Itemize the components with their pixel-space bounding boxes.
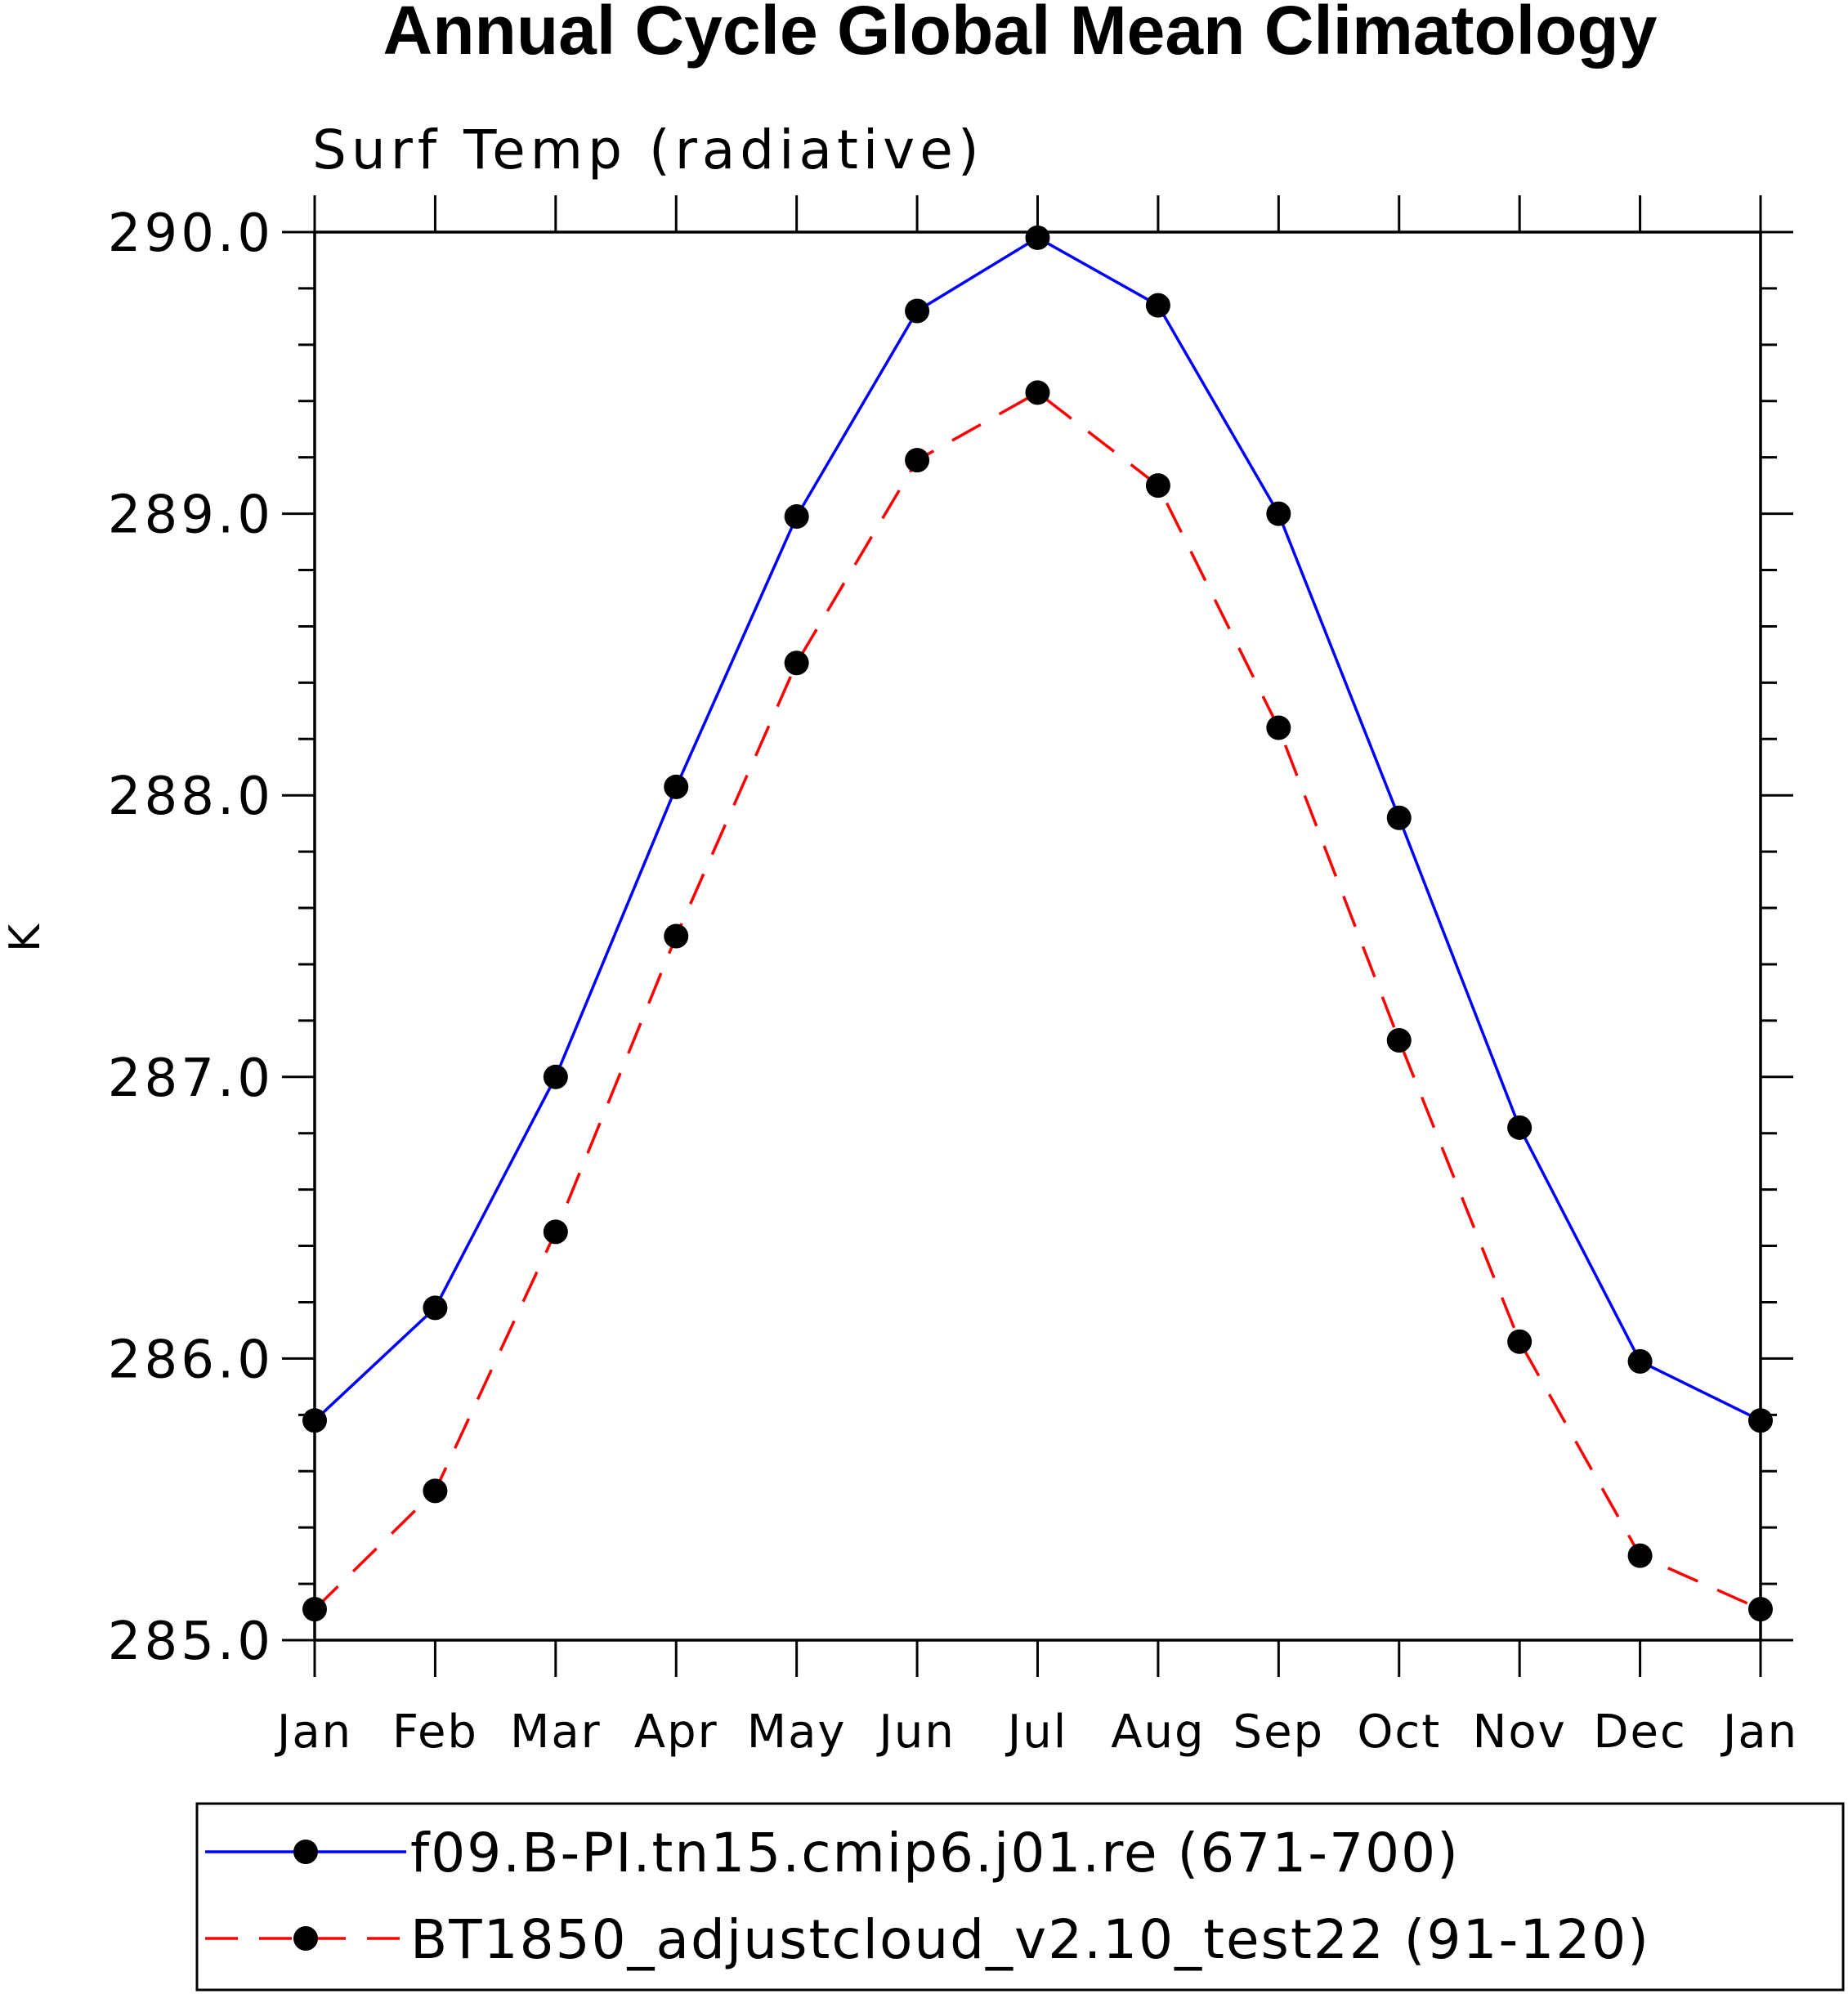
legend-marker-series-2 (293, 1926, 318, 1951)
series-1-point (1627, 1348, 1653, 1374)
y-tick-label: 287.0 (108, 1048, 274, 1109)
series-1-point (1507, 1115, 1533, 1140)
series-2-point (302, 1597, 327, 1622)
chart-title: Annual Cycle Global Mean Climatology (383, 0, 1658, 69)
series-1 (302, 225, 1773, 1433)
x-tick-label-jun: Jun (876, 1706, 955, 1759)
x-tick-label-may: May (747, 1706, 847, 1759)
series-layer (302, 225, 1773, 1622)
series-1-point (1386, 805, 1412, 830)
legend-label-series-1: f09.B-PI.tn15.cmip6.j01.re (671-700) (410, 1822, 1460, 1884)
x-tick-label-sep: Sep (1233, 1706, 1325, 1759)
series-1-point (1145, 293, 1170, 318)
legend-box (195, 1802, 1845, 1992)
legend-marker-series-1 (293, 1840, 318, 1864)
x-tick-label-dec: Dec (1593, 1706, 1686, 1759)
legend-label-series-2: BT1850_adjustcloud_v2.10_test22 (91-120) (410, 1908, 1650, 1971)
series-2-point (1025, 380, 1050, 405)
y-tick-label: 289.0 (108, 485, 274, 546)
x-tick-label-mar: Mar (510, 1706, 602, 1759)
series-1-point (543, 1064, 568, 1089)
series-2-point (664, 923, 689, 949)
x-tick-label-feb: Feb (392, 1706, 478, 1759)
series-2-point (784, 651, 809, 676)
plot-frame (313, 230, 1762, 1642)
x-tick-label-nov: Nov (1473, 1706, 1567, 1759)
series-1-point (905, 298, 930, 324)
series-1-point (664, 774, 689, 799)
series-2 (302, 380, 1773, 1622)
axes: 285.0 286.0 287.0 288.0 289.0 290.0 Jan Feb Mar A… (108, 195, 1798, 1759)
series-2-point (1507, 1329, 1533, 1354)
series-2-point (1266, 715, 1291, 740)
x-tick-label-jul: Jul (1005, 1706, 1068, 1759)
y-tick-label: 286.0 (108, 1330, 274, 1390)
x-tick-label-oct: Oct (1357, 1706, 1441, 1759)
x-tick-label-aug: Aug (1111, 1706, 1205, 1759)
chart-subtitle: Surf Temp (radiative) (312, 118, 984, 181)
y-tick-label: 285.0 (108, 1612, 274, 1672)
series-1-point (784, 504, 809, 530)
series-1-point (1025, 225, 1050, 250)
y-tick-label: 290.0 (108, 203, 274, 264)
series-2-point (905, 448, 930, 473)
series-1-line (313, 235, 1761, 1422)
x-tick-label-apr: Apr (634, 1706, 718, 1759)
series-1-point (423, 1295, 448, 1321)
series-2-point (1145, 473, 1170, 499)
series-2-point (423, 1478, 448, 1504)
series-2-point (543, 1219, 568, 1245)
series-1-point (1266, 501, 1291, 526)
series-2-point (1748, 1597, 1773, 1622)
legend: f09.B-PI.tn15.cmip6.j01.re (671-700) BT1… (195, 1802, 1845, 1992)
series-2-point (1627, 1543, 1653, 1568)
x-tick-label-jan: Jan (275, 1706, 352, 1759)
y-tick-label: 288.0 (108, 767, 274, 827)
series-1-point (1748, 1408, 1773, 1433)
series-1-point (302, 1408, 327, 1433)
y-axis-label: K (1, 923, 50, 952)
series-2-point (1386, 1028, 1412, 1053)
x-tick-label-jan: Jan (1720, 1706, 1798, 1759)
series-2-line (313, 391, 1761, 1611)
